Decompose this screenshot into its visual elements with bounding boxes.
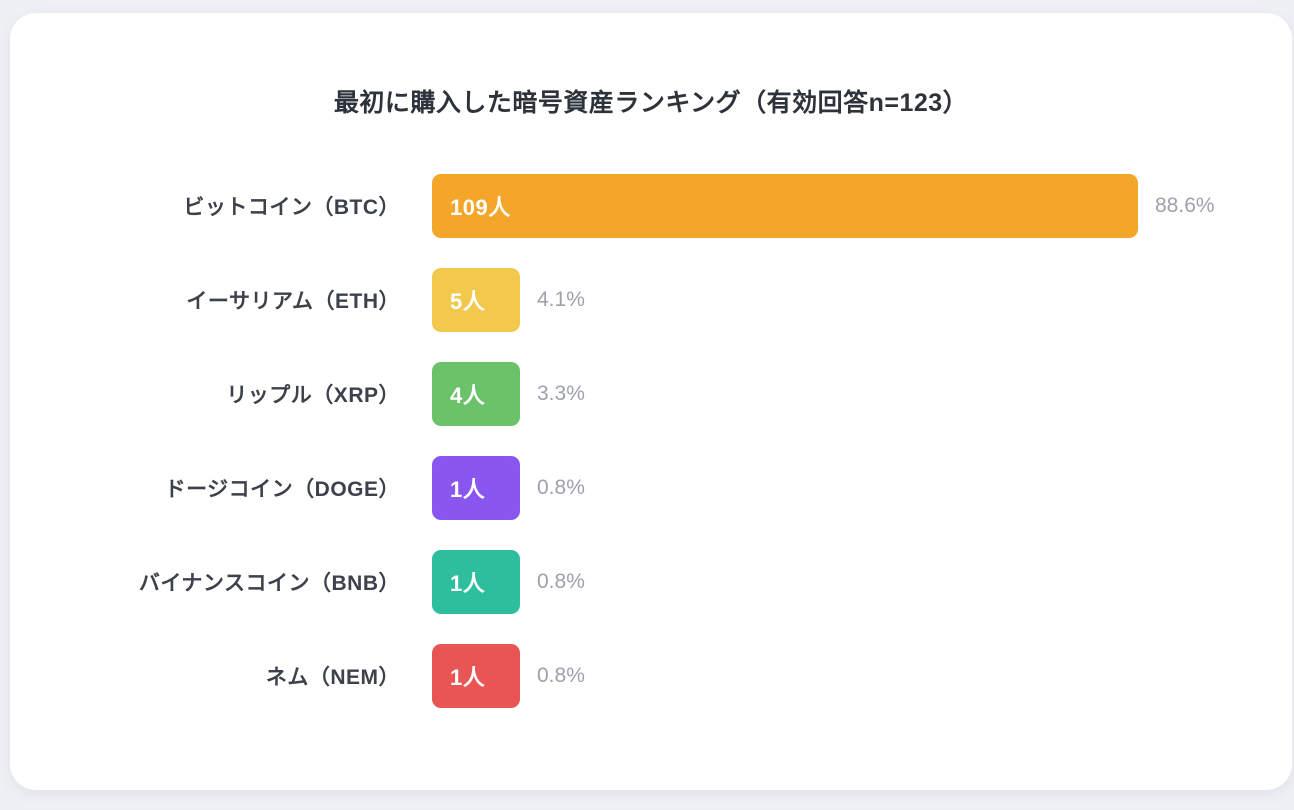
bar-track: 1人 0.8% xyxy=(432,644,1292,708)
chart-row: リップル（XRP） 4人 3.3% xyxy=(10,362,1292,426)
chart-row: バイナンスコイン（BNB） 1人 0.8% xyxy=(10,550,1292,614)
percent-label: 3.3% xyxy=(537,382,585,405)
chart-row: ドージコイン（DOGE） 1人 0.8% xyxy=(10,456,1292,520)
bar-value-label: 1人 xyxy=(450,477,486,502)
bar-track: 109人 88.6% xyxy=(432,174,1292,238)
bar-track: 4人 3.3% xyxy=(432,362,1292,426)
chart-title: 最初に購入した暗号資産ランキング（有効回答n=123） xyxy=(333,89,969,117)
chart-card: 最初に購入した暗号資産ランキング（有効回答n=123） ビットコイン（BTC） … xyxy=(10,13,1292,790)
percent-label: 0.8% xyxy=(537,476,585,499)
category-label: ドージコイン（DOGE） xyxy=(164,478,400,501)
bar-doge: 1人 xyxy=(432,456,520,520)
bar-track: 5人 4.1% xyxy=(432,268,1292,332)
bar-value-label: 1人 xyxy=(450,571,486,596)
category-label: ビットコイン（BTC） xyxy=(183,196,400,219)
bar-xrp: 4人 xyxy=(432,362,520,426)
bar-track: 1人 0.8% xyxy=(432,550,1292,614)
chart-row: ネム（NEM） 1人 0.8% xyxy=(10,644,1292,708)
percent-label: 4.1% xyxy=(537,288,585,311)
bar-value-label: 1人 xyxy=(450,665,486,690)
category-label: バイナンスコイン（BNB） xyxy=(138,572,400,595)
bar-track: 1人 0.8% xyxy=(432,456,1292,520)
category-label: ネム（NEM） xyxy=(265,666,400,689)
bar-bnb: 1人 xyxy=(432,550,520,614)
chart-row: イーサリアム（ETH） 5人 4.1% xyxy=(10,268,1292,332)
category-label: リップル（XRP） xyxy=(226,384,400,407)
bar-nem: 1人 xyxy=(432,644,520,708)
bar-eth: 5人 xyxy=(432,268,520,332)
percent-label: 0.8% xyxy=(537,570,585,593)
percent-label: 88.6% xyxy=(1155,194,1215,217)
bar-chart: ビットコイン（BTC） 109人 88.6% イーサリアム（ETH） 5人 4.… xyxy=(10,174,1292,708)
category-label: イーサリアム（ETH） xyxy=(186,290,400,313)
chart-row: ビットコイン（BTC） 109人 88.6% xyxy=(10,174,1292,238)
bar-value-label: 109人 xyxy=(450,195,511,220)
bar-value-label: 5人 xyxy=(450,289,486,314)
percent-label: 0.8% xyxy=(537,664,585,687)
bar-btc: 109人 xyxy=(432,174,1138,238)
bar-value-label: 4人 xyxy=(450,383,486,408)
